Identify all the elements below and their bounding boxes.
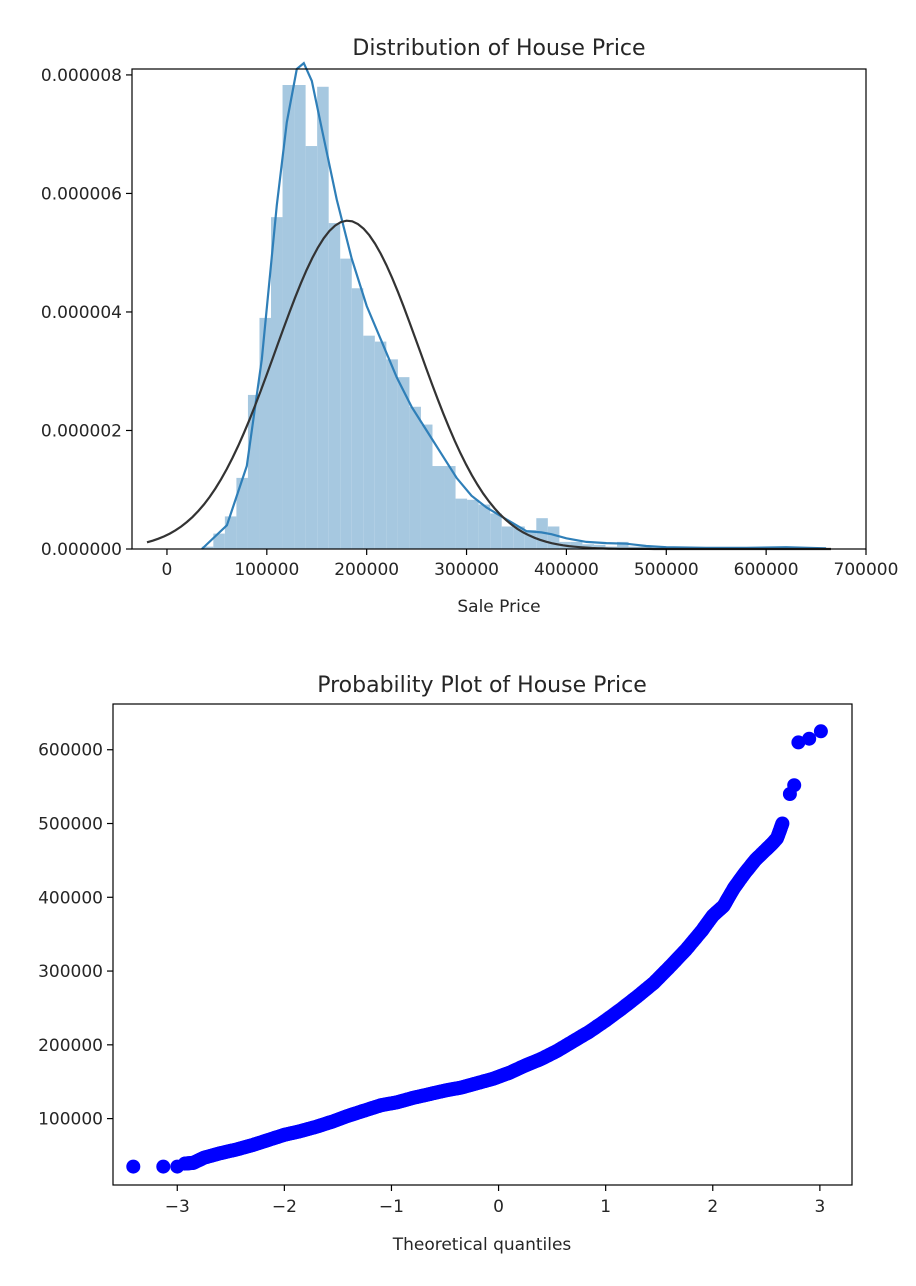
x-tick-label: −1 (379, 1197, 404, 1217)
y-tick-label: 600000 (38, 741, 103, 761)
histogram-bar (386, 359, 398, 549)
histogram-bar (455, 498, 468, 549)
histogram-bar (305, 146, 318, 549)
quantile-point (787, 778, 802, 793)
histogram-bar (201, 546, 214, 549)
quantile-point (813, 724, 828, 739)
probability-x-axis-label: Theoretical quantiles (392, 1235, 572, 1255)
histogram-bar (444, 466, 456, 549)
histogram-bar (420, 424, 433, 549)
histogram-bar (409, 406, 421, 549)
quantile-points (126, 724, 828, 1174)
y-tick-label: 200000 (38, 1036, 103, 1056)
kde-curve (201, 61, 827, 550)
histogram-bar (617, 541, 629, 549)
x-tick-label: −3 (165, 1197, 190, 1217)
histogram-bar (490, 513, 502, 549)
x-tick-label: 700000 (834, 560, 899, 580)
histogram-bar (397, 377, 410, 549)
x-tick-label: 100000 (234, 560, 299, 580)
x-tick-label: −2 (272, 1197, 297, 1217)
histogram-bar (363, 335, 375, 549)
quantile-point (802, 731, 817, 746)
histogram-bar (213, 533, 225, 549)
probability-y-ticks: 100000 200000 300000 400000 500000 600000 (38, 741, 113, 1130)
histogram-bar (271, 217, 283, 550)
histogram-bar (340, 258, 352, 549)
y-tick-label: 0.000006 (41, 184, 122, 204)
histogram-bar (294, 85, 306, 549)
y-tick-label: 0.000004 (41, 303, 122, 323)
distribution-chart-title: Distribution of House Price (352, 36, 645, 61)
quantile-point (791, 735, 806, 750)
x-tick-label: 500000 (634, 560, 699, 580)
histogram-bar (582, 544, 594, 549)
distribution-chart: Distribution of House Price 0 100000 20000… (41, 36, 899, 617)
y-tick-label: 0.000000 (41, 540, 122, 560)
x-tick-label: 400000 (534, 560, 599, 580)
histogram-bar (593, 544, 606, 549)
x-tick-label: 300000 (434, 560, 499, 580)
x-tick-label: 3 (814, 1197, 825, 1217)
histogram-bar (570, 541, 583, 549)
probability-plot-frame (112, 703, 853, 1186)
histogram-bar (247, 394, 260, 549)
histogram-bar (513, 526, 525, 549)
histogram-bar (317, 86, 329, 550)
histogram-bar (478, 504, 491, 549)
x-tick-label: 0 (162, 560, 173, 580)
probability-plot-title: Probability Plot of House Price (317, 673, 647, 698)
histogram-bar (501, 526, 514, 549)
histogram-bars (201, 85, 802, 550)
histogram-bar (259, 317, 272, 549)
x-tick-label: 1 (600, 1197, 611, 1217)
y-tick-label: 400000 (38, 888, 103, 908)
probability-x-ticks: −3 −2 −1 0 1 2 3 (165, 1185, 825, 1217)
histogram-bar (432, 466, 445, 549)
y-tick-label: 100000 (38, 1110, 103, 1130)
quantile-point (775, 816, 790, 831)
y-tick-label: 0.000002 (41, 421, 122, 441)
histogram-bar (374, 341, 387, 549)
y-tick-label: 0.000008 (41, 66, 122, 86)
distribution-plot-frame (131, 68, 867, 550)
histogram-bar (547, 526, 560, 549)
histogram-bar (524, 530, 537, 549)
histogram-bar (328, 223, 341, 549)
histogram-bar (351, 288, 364, 549)
distribution-x-ticks: 0 100000 200000 300000 400000 500000 600000 700… (162, 549, 899, 580)
x-tick-label: 200000 (334, 560, 399, 580)
x-tick-label: 0 (493, 1197, 504, 1217)
histogram-bar (224, 516, 237, 549)
quantile-point (156, 1159, 171, 1174)
distribution-x-axis-label: Sale Price (457, 597, 540, 617)
probability-plot-chart: Probability Plot of House Price −3 −2 −1 0 1… (38, 673, 853, 1255)
distribution-y-ticks: 0.000000 0.000002 0.000004 0.000006 0.000008 (41, 66, 132, 560)
x-tick-label: 600000 (734, 560, 799, 580)
x-tick-label: 2 (707, 1197, 718, 1217)
histogram-bar (467, 499, 479, 549)
y-tick-label: 500000 (38, 815, 103, 835)
y-tick-label: 300000 (38, 962, 103, 982)
histogram-bar (236, 477, 248, 549)
quantile-point (126, 1159, 141, 1174)
